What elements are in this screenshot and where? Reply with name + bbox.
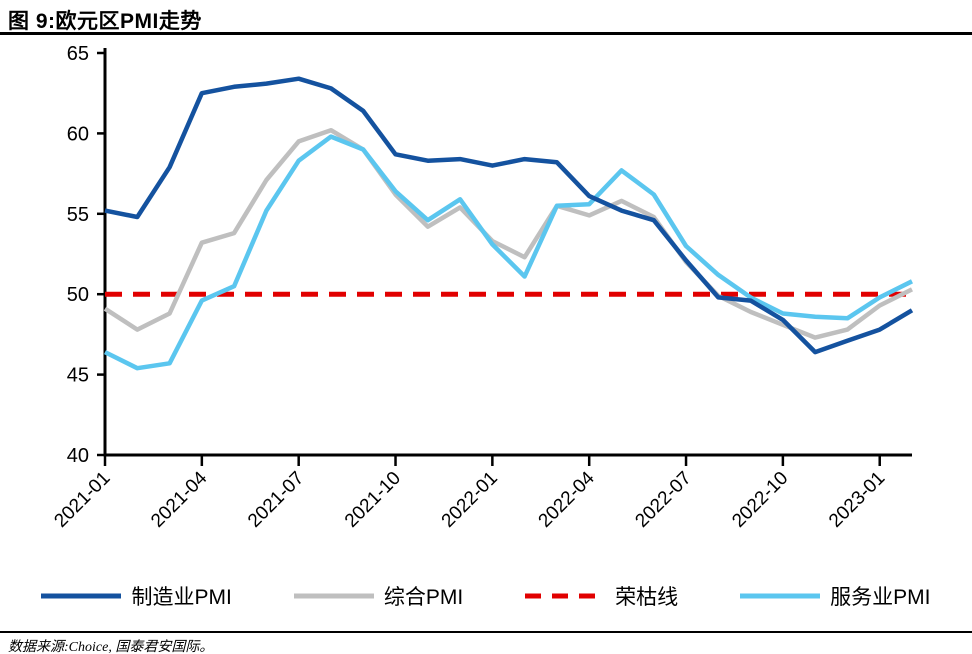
legend-label-boom-bust-line: 荣枯线 — [615, 586, 679, 609]
y-tick-label: 40 — [67, 445, 89, 467]
legend-item-composite-pmi: 综合PMI — [293, 581, 464, 611]
y-tick-label: 50 — [67, 284, 89, 306]
y-tick-label: 65 — [67, 43, 89, 65]
x-tick-label: 2022-04 — [535, 467, 599, 531]
chart-legend: 制造业PMI 综合PMI 荣枯线 服务业PMI — [0, 581, 972, 611]
manufacturing-pmi-line-swatch — [41, 593, 122, 599]
y-tick-label: 60 — [67, 123, 89, 145]
legend-label-services-pmi: 服务业PMI — [830, 586, 931, 609]
x-tick-label: 2023-01 — [825, 468, 889, 532]
y-tick-label: 55 — [67, 204, 89, 226]
x-tick-label: 2021-10 — [341, 468, 405, 532]
services-pmi-line — [103, 134, 914, 371]
legend-item-boom-bust-line: 荣枯线 — [525, 581, 678, 611]
x-tick-label: 2021-04 — [147, 467, 211, 531]
legend-item-manufacturing-pmi: 制造业PMI — [41, 581, 232, 611]
boom-bust-line-swatch — [525, 593, 606, 599]
manufacturing-pmi-line — [104, 76, 914, 355]
composite-pmi-line — [103, 127, 914, 340]
title-divider — [0, 32, 972, 35]
legend-label-manufacturing-pmi: 制造业PMI — [131, 586, 232, 609]
x-tick-label: 2022-10 — [728, 468, 792, 532]
x-tick-label: 2022-07 — [631, 468, 695, 532]
composite-pmi-line-swatch — [293, 593, 374, 599]
chart-title: 图 9:欧元区PMI走势 — [8, 10, 202, 33]
x-tick-label: 2021-07 — [244, 468, 308, 532]
legend-label-composite-pmi: 综合PMI — [383, 586, 464, 609]
services-pmi-line-swatch — [740, 593, 821, 599]
y-tick-label: 45 — [67, 365, 89, 387]
footer-divider — [0, 631, 972, 633]
x-tick-label: 2022-01 — [438, 468, 502, 532]
data-source-note: 数据来源:Choice, 国泰君安国际。 — [8, 640, 214, 654]
x-tick-label: 2021-01 — [50, 468, 114, 532]
legend-item-services-pmi: 服务业PMI — [740, 581, 931, 611]
